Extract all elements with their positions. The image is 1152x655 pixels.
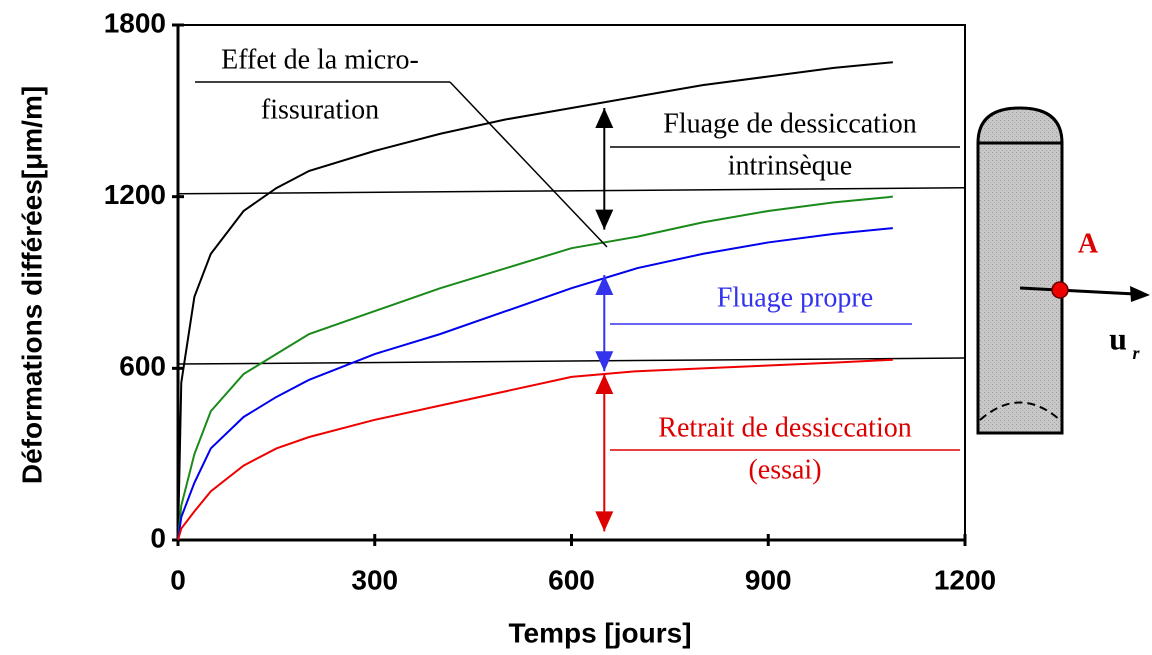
annotation-text: intrinsèque	[728, 150, 852, 181]
point-a	[1052, 282, 1068, 298]
specimen-cap	[978, 108, 1062, 143]
x-tick-label: 0	[170, 564, 186, 595]
annotation-text: Retrait de dessiccation	[658, 412, 911, 443]
x-axis-label: Temps [jours]	[508, 617, 691, 648]
y-tick-label: 600	[119, 351, 166, 382]
chart: Déformations différées[μm/m] Temps [jour…	[0, 0, 1152, 655]
x-tick-label: 1200	[934, 564, 996, 595]
point-label: A	[1078, 228, 1099, 259]
annotation-text: fissuration	[261, 94, 379, 125]
page: Déformations différées[μm/m] Temps [jour…	[0, 0, 1152, 655]
x-tick-label: 900	[745, 564, 792, 595]
arrow-head	[595, 210, 613, 230]
annotation-text: Fluage propre	[717, 282, 873, 313]
annotation-text: Fluage de dessiccation	[663, 108, 916, 139]
y-axis-label: Déformations différées[μm/m]	[16, 86, 47, 484]
annotation-text: (essai)	[748, 454, 821, 485]
reference-line	[178, 188, 965, 194]
arrow-head	[595, 374, 613, 394]
vector-label: u	[1109, 320, 1127, 356]
x-tick-label: 300	[351, 564, 398, 595]
annotation-text: Effet de la micro-	[221, 44, 419, 75]
y-tick-label: 1800	[104, 7, 166, 38]
x-tick-label: 600	[548, 564, 595, 595]
arrow-head	[595, 108, 613, 128]
arrow-head	[595, 275, 613, 295]
series-line	[178, 197, 893, 540]
y-tick-label: 1200	[104, 179, 166, 210]
vector-subscript: r	[1132, 343, 1140, 363]
y-tick-label: 0	[150, 522, 166, 553]
arrow-head	[1130, 286, 1150, 302]
specimen: A u r	[978, 108, 1150, 433]
arrow-head	[595, 511, 613, 531]
